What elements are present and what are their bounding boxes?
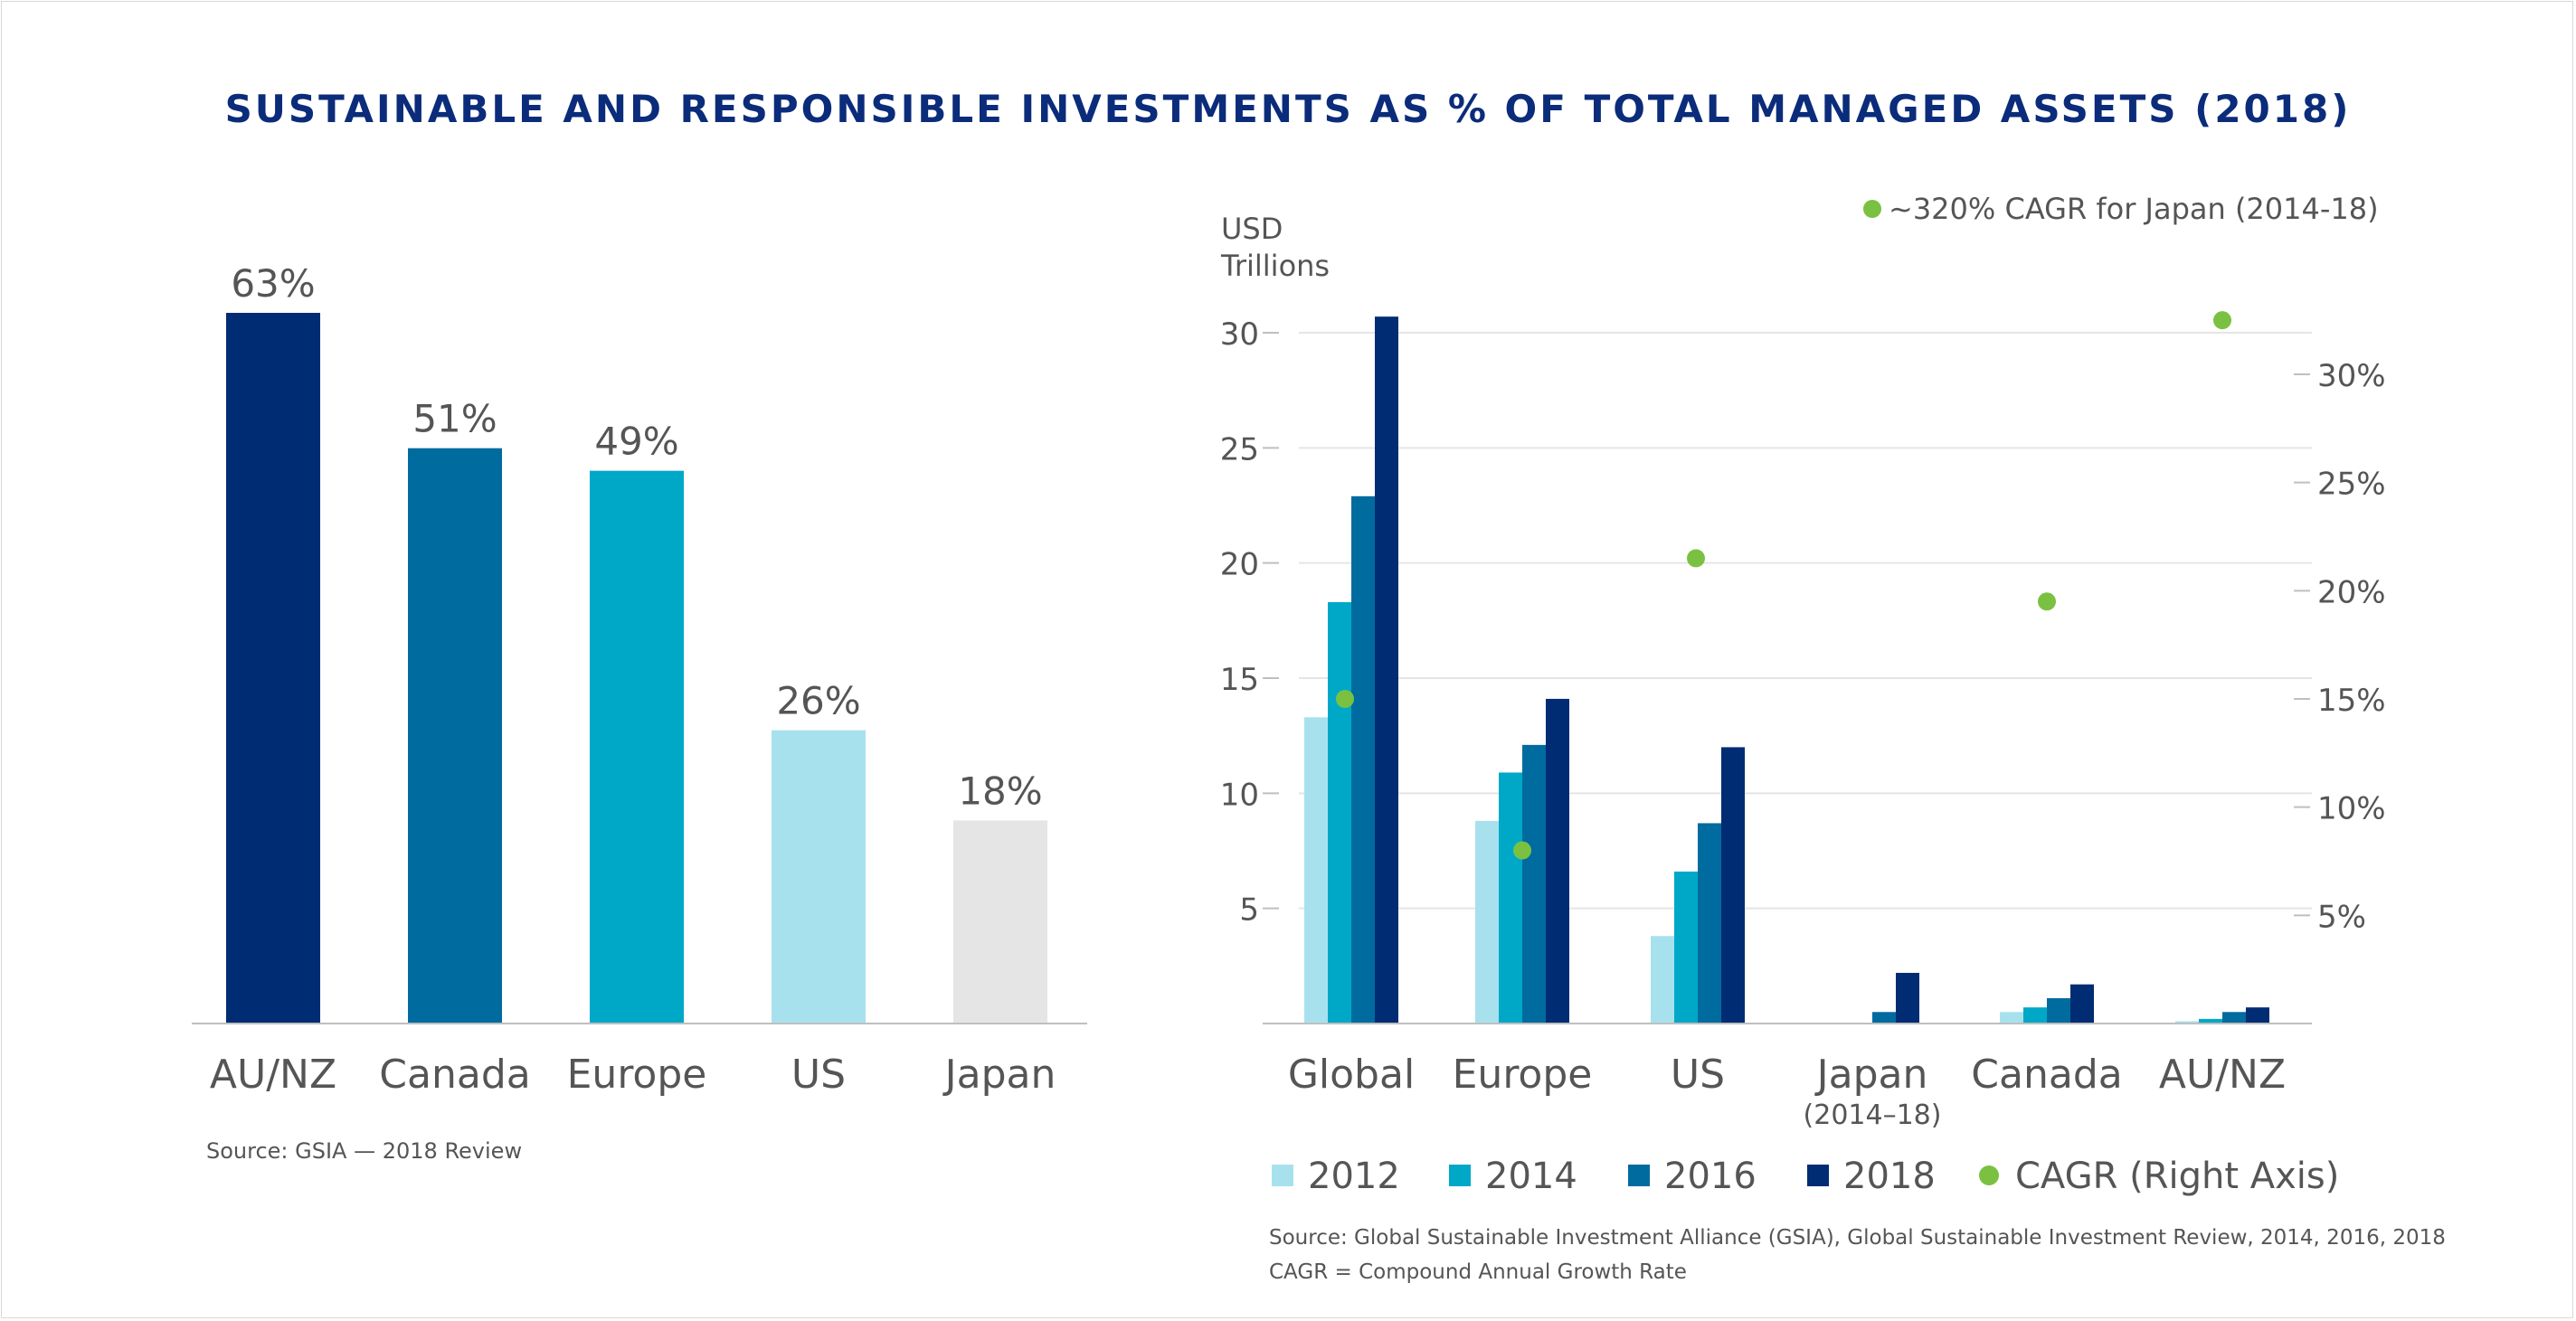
y-tick-label: 5 <box>1239 892 1259 929</box>
data-label: 51% <box>412 397 497 441</box>
bar-2012 <box>1475 820 1499 1024</box>
bar-2018 <box>1546 698 1569 1024</box>
source-note: Source: Global Sustainable Investment Al… <box>1269 1226 2446 1250</box>
cagr-point <box>1336 690 1354 708</box>
y-axis-label-line1: USD <box>1221 212 1283 246</box>
y-tick-label: 15 <box>1220 662 1259 698</box>
legend-swatch <box>1272 1165 1293 1186</box>
right-grouped-bar-chart: 5 10 15 20 25 30 5% 10% 15% 20% 25% 30% USDTrillions… <box>1220 192 2446 1284</box>
bar-2012 <box>2000 1012 2023 1024</box>
y2-tick-label: 10% <box>2317 791 2386 827</box>
category-label: Canada <box>1971 1052 2122 1098</box>
bar-2016 <box>2222 1012 2246 1024</box>
y-axis-label-line2: Trillions <box>1220 249 1330 283</box>
category-label: AU/NZ <box>2159 1052 2286 1098</box>
bar-2014 <box>1674 871 1698 1024</box>
legend-swatch <box>1449 1165 1471 1186</box>
cagr-point <box>1513 841 1531 860</box>
left-bar-chart: 63% AU/NZ 51% Canada 49% Europe 26% US 18% Japan S… <box>192 261 1087 1164</box>
bar <box>590 470 684 1024</box>
legend-label: 2016 <box>1664 1156 1757 1197</box>
data-label: 63% <box>231 261 315 306</box>
bar <box>226 313 320 1024</box>
data-label: 26% <box>776 679 860 723</box>
bar <box>953 820 1047 1024</box>
cagr-point <box>2213 311 2231 330</box>
category-label: Canada <box>379 1052 530 1098</box>
category-label: Europe <box>1453 1052 1593 1098</box>
bar-2014 <box>2199 1018 2222 1024</box>
y-tick-label: 30 <box>1220 316 1259 353</box>
legend-label: 2014 <box>1485 1156 1577 1197</box>
legend-label: 2012 <box>1308 1156 1400 1197</box>
bar-2012 <box>1304 717 1328 1024</box>
legend-label: CAGR (Right Axis) <box>2015 1156 2339 1197</box>
cagr-point <box>2038 592 2056 611</box>
bar-2014 <box>2023 1007 2047 1024</box>
category-label: AU/NZ <box>210 1052 336 1098</box>
bar-2014 <box>1328 601 1351 1024</box>
y2-tick-label: 25% <box>2317 467 2386 503</box>
bar-2018 <box>1721 747 1745 1024</box>
y-tick-label: 10 <box>1220 777 1259 813</box>
data-label: 49% <box>594 420 678 464</box>
legend-label: 2018 <box>1843 1156 1936 1197</box>
y-tick-label: 25 <box>1220 431 1259 467</box>
bar-2018 <box>2246 1007 2269 1024</box>
bar-2018 <box>2070 984 2094 1024</box>
bar-2016 <box>2047 997 2070 1024</box>
bar-2016 <box>1872 1012 1896 1024</box>
y-tick-label: 20 <box>1220 547 1259 583</box>
category-label: Japan <box>1814 1052 1928 1098</box>
bar <box>408 448 502 1024</box>
bar-2016 <box>1522 744 1546 1024</box>
bar <box>772 730 866 1024</box>
source-note-cagr: CAGR = Compound Annual Growth Rate <box>1269 1260 1687 1284</box>
y2-tick-label: 20% <box>2317 574 2386 610</box>
bar-2014 <box>1499 772 1522 1024</box>
bar-2012 <box>2175 1021 2199 1024</box>
category-label: Europe <box>567 1052 707 1098</box>
category-label: US <box>791 1052 846 1098</box>
data-label: 18% <box>958 769 1042 813</box>
category-label: Japan <box>942 1052 1056 1098</box>
y2-tick-label: 15% <box>2317 683 2386 719</box>
bar-2016 <box>1698 823 1721 1024</box>
category-sublabel: (2014–18) <box>1804 1099 1942 1131</box>
y2-tick-label: 30% <box>2317 358 2386 394</box>
category-label: US <box>1671 1052 1725 1098</box>
legend-swatch <box>1807 1165 1829 1186</box>
bar-2012 <box>1651 936 1674 1024</box>
legend-swatch <box>1628 1165 1650 1186</box>
annotation-marker <box>1863 200 1881 218</box>
bar-2016 <box>1351 495 1375 1024</box>
chart-title: SUSTAINABLE AND RESPONSIBLE INVESTMENTS … <box>224 87 2352 131</box>
bar-2018 <box>1896 972 1919 1024</box>
category-label: Global <box>1288 1052 1415 1098</box>
cagr-point <box>1687 549 1705 568</box>
y2-tick-label: 5% <box>2317 899 2366 935</box>
annotation-text: ~320% CAGR for Japan (2014-18) <box>1889 192 2379 226</box>
bar-2018 <box>1375 316 1398 1024</box>
legend-swatch <box>1979 1165 1999 1185</box>
source-note: Source: GSIA — 2018 Review <box>206 1138 522 1164</box>
